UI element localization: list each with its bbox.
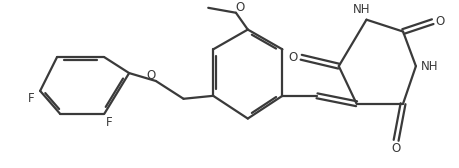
Text: O: O — [288, 51, 297, 64]
Text: O: O — [391, 142, 400, 155]
Text: F: F — [106, 116, 112, 129]
Text: F: F — [28, 92, 34, 105]
Text: O: O — [235, 1, 244, 14]
Text: NH: NH — [352, 3, 369, 16]
Text: O: O — [434, 15, 443, 28]
Text: O: O — [146, 69, 155, 81]
Text: NH: NH — [420, 60, 437, 73]
